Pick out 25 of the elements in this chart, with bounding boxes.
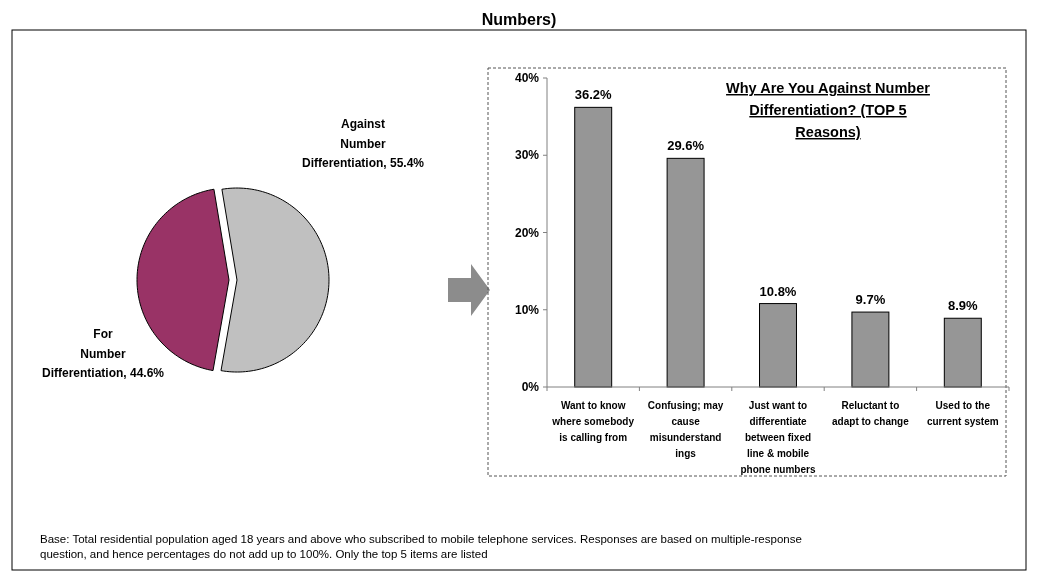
- y-tick-label: 10%: [514, 302, 540, 317]
- y-tick-label: 40%: [514, 71, 540, 85]
- bar: [943, 317, 982, 388]
- data-label: 10.8%: [759, 283, 797, 299]
- y-tick-label: 0%: [521, 380, 540, 394]
- y-tick-label: 30%: [514, 148, 540, 163]
- data-label: 8.9%: [947, 298, 979, 314]
- bar: [759, 303, 797, 388]
- text: Numbers): [481, 11, 557, 28]
- data-label: 36.2%: [574, 87, 613, 103]
- text: Base: Total residential population aged 18 years and above who subscribed to mobile telephone services. Responses are based on multiple-response question, and hence percentages do not add up to 100%. Only the top 5 items are listed: [40, 533, 802, 560]
- x-tick-label: Confusing; may cause misunderstand ings: [647, 400, 724, 459]
- data-label: 9.7%: [855, 292, 886, 308]
- slice-label: For Number Differentiation, 44.6%: [41, 327, 165, 380]
- x-tick-label: Used to the current system: [926, 400, 999, 427]
- x-tick-label: Reluctant to adapt to change: [832, 400, 910, 427]
- bar: [851, 311, 890, 388]
- data-label: 29.6%: [667, 138, 705, 154]
- text: Why Are You Against Number Differentiation? (TOP 5 Reasons): [726, 80, 931, 140]
- y-tick-label: 20%: [514, 225, 540, 240]
- bar: [574, 106, 613, 388]
- slice-label: Against Number Differentiation, 55.4%: [301, 117, 425, 170]
- x-tick-label: Just want to differentiate between fixed line & mobile phone numbers: [740, 400, 816, 475]
- x-tick-label: Want to know where somebody is calling from: [551, 400, 635, 443]
- bar: [666, 157, 705, 388]
